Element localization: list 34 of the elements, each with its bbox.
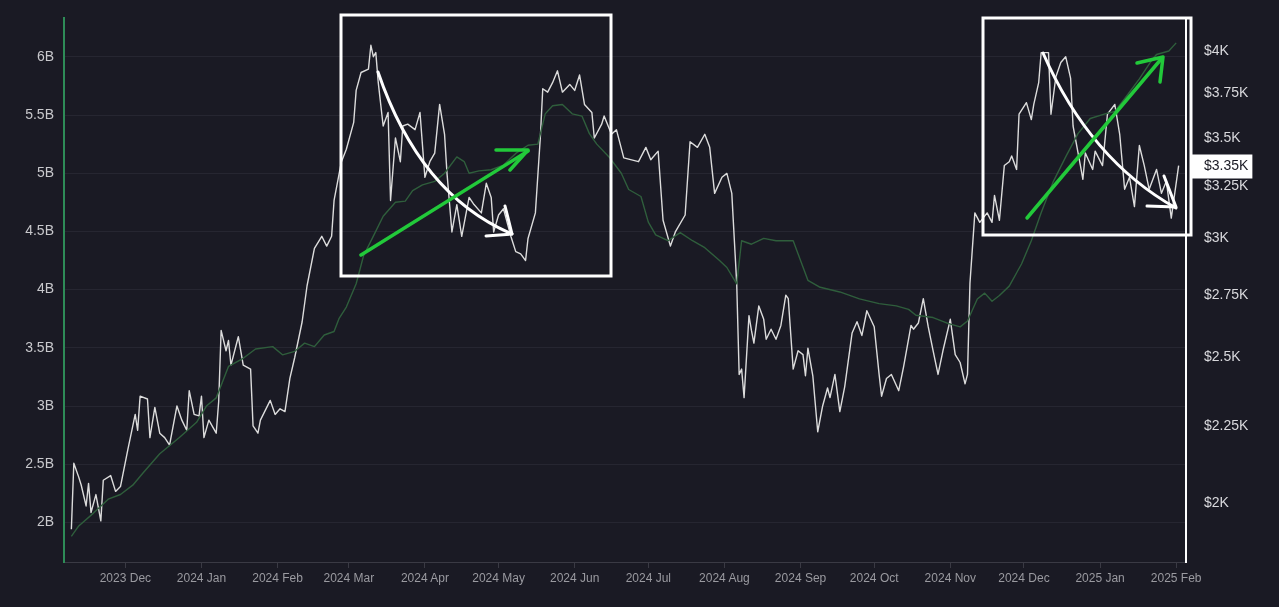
y2-tick-label: $2K [1204,493,1230,510]
y-tick-label: 2.5B [25,455,54,472]
x-tick-label: 2024 May [472,570,525,585]
y-tick-label: 6B [36,47,54,64]
y2-tick-label: $2.75K [1204,286,1250,303]
y-tick-label: 4B [36,280,54,297]
y2-tick-label: $3.75K [1204,83,1250,100]
x-tick-label: 2024 Feb [252,570,304,585]
x-tick-label: 2024 Dec [998,570,1050,585]
y-tick-label: 2B [36,513,54,530]
x-tick-label: 2024 Sep [774,570,827,585]
y2-tick-label: $3.35K [1204,157,1250,174]
x-tick-label: 2024 Apr [400,570,449,585]
y2-tick-label: $2.25K [1204,416,1250,433]
y-tick-label: 5B [36,164,54,181]
x-tick-label: 2023 Dec [99,570,152,585]
y2-tick-label: $2.5K [1204,348,1242,365]
y-tick-label: 5.5B [25,105,54,122]
x-tick-label: 2024 Aug [699,570,750,585]
y2-tick-label: $4K [1204,41,1230,58]
y2-tick-label: $3K [1204,229,1230,246]
y-tick-label: 4.5B [25,222,54,239]
x-tick-label: 2024 Jun [549,570,600,585]
x-tick-label: 2024 Nov [924,570,976,585]
x-tick-label: 2024 Oct [849,570,900,585]
y-tick-label: 3B [36,396,54,413]
y2-tick-label: $3.25K [1204,177,1250,194]
x-tick-label: 2025 Jan [1075,570,1125,585]
x-tick-label: 2024 Jul [625,570,672,585]
x-tick-label: 2025 Feb [1150,570,1202,585]
y-tick-label: 3.5B [25,338,54,355]
x-tick-label: 2024 Jan [176,570,227,585]
x-tick-label: 2024 Mar [323,570,375,585]
y2-tick-label: $3.5K [1204,128,1242,145]
